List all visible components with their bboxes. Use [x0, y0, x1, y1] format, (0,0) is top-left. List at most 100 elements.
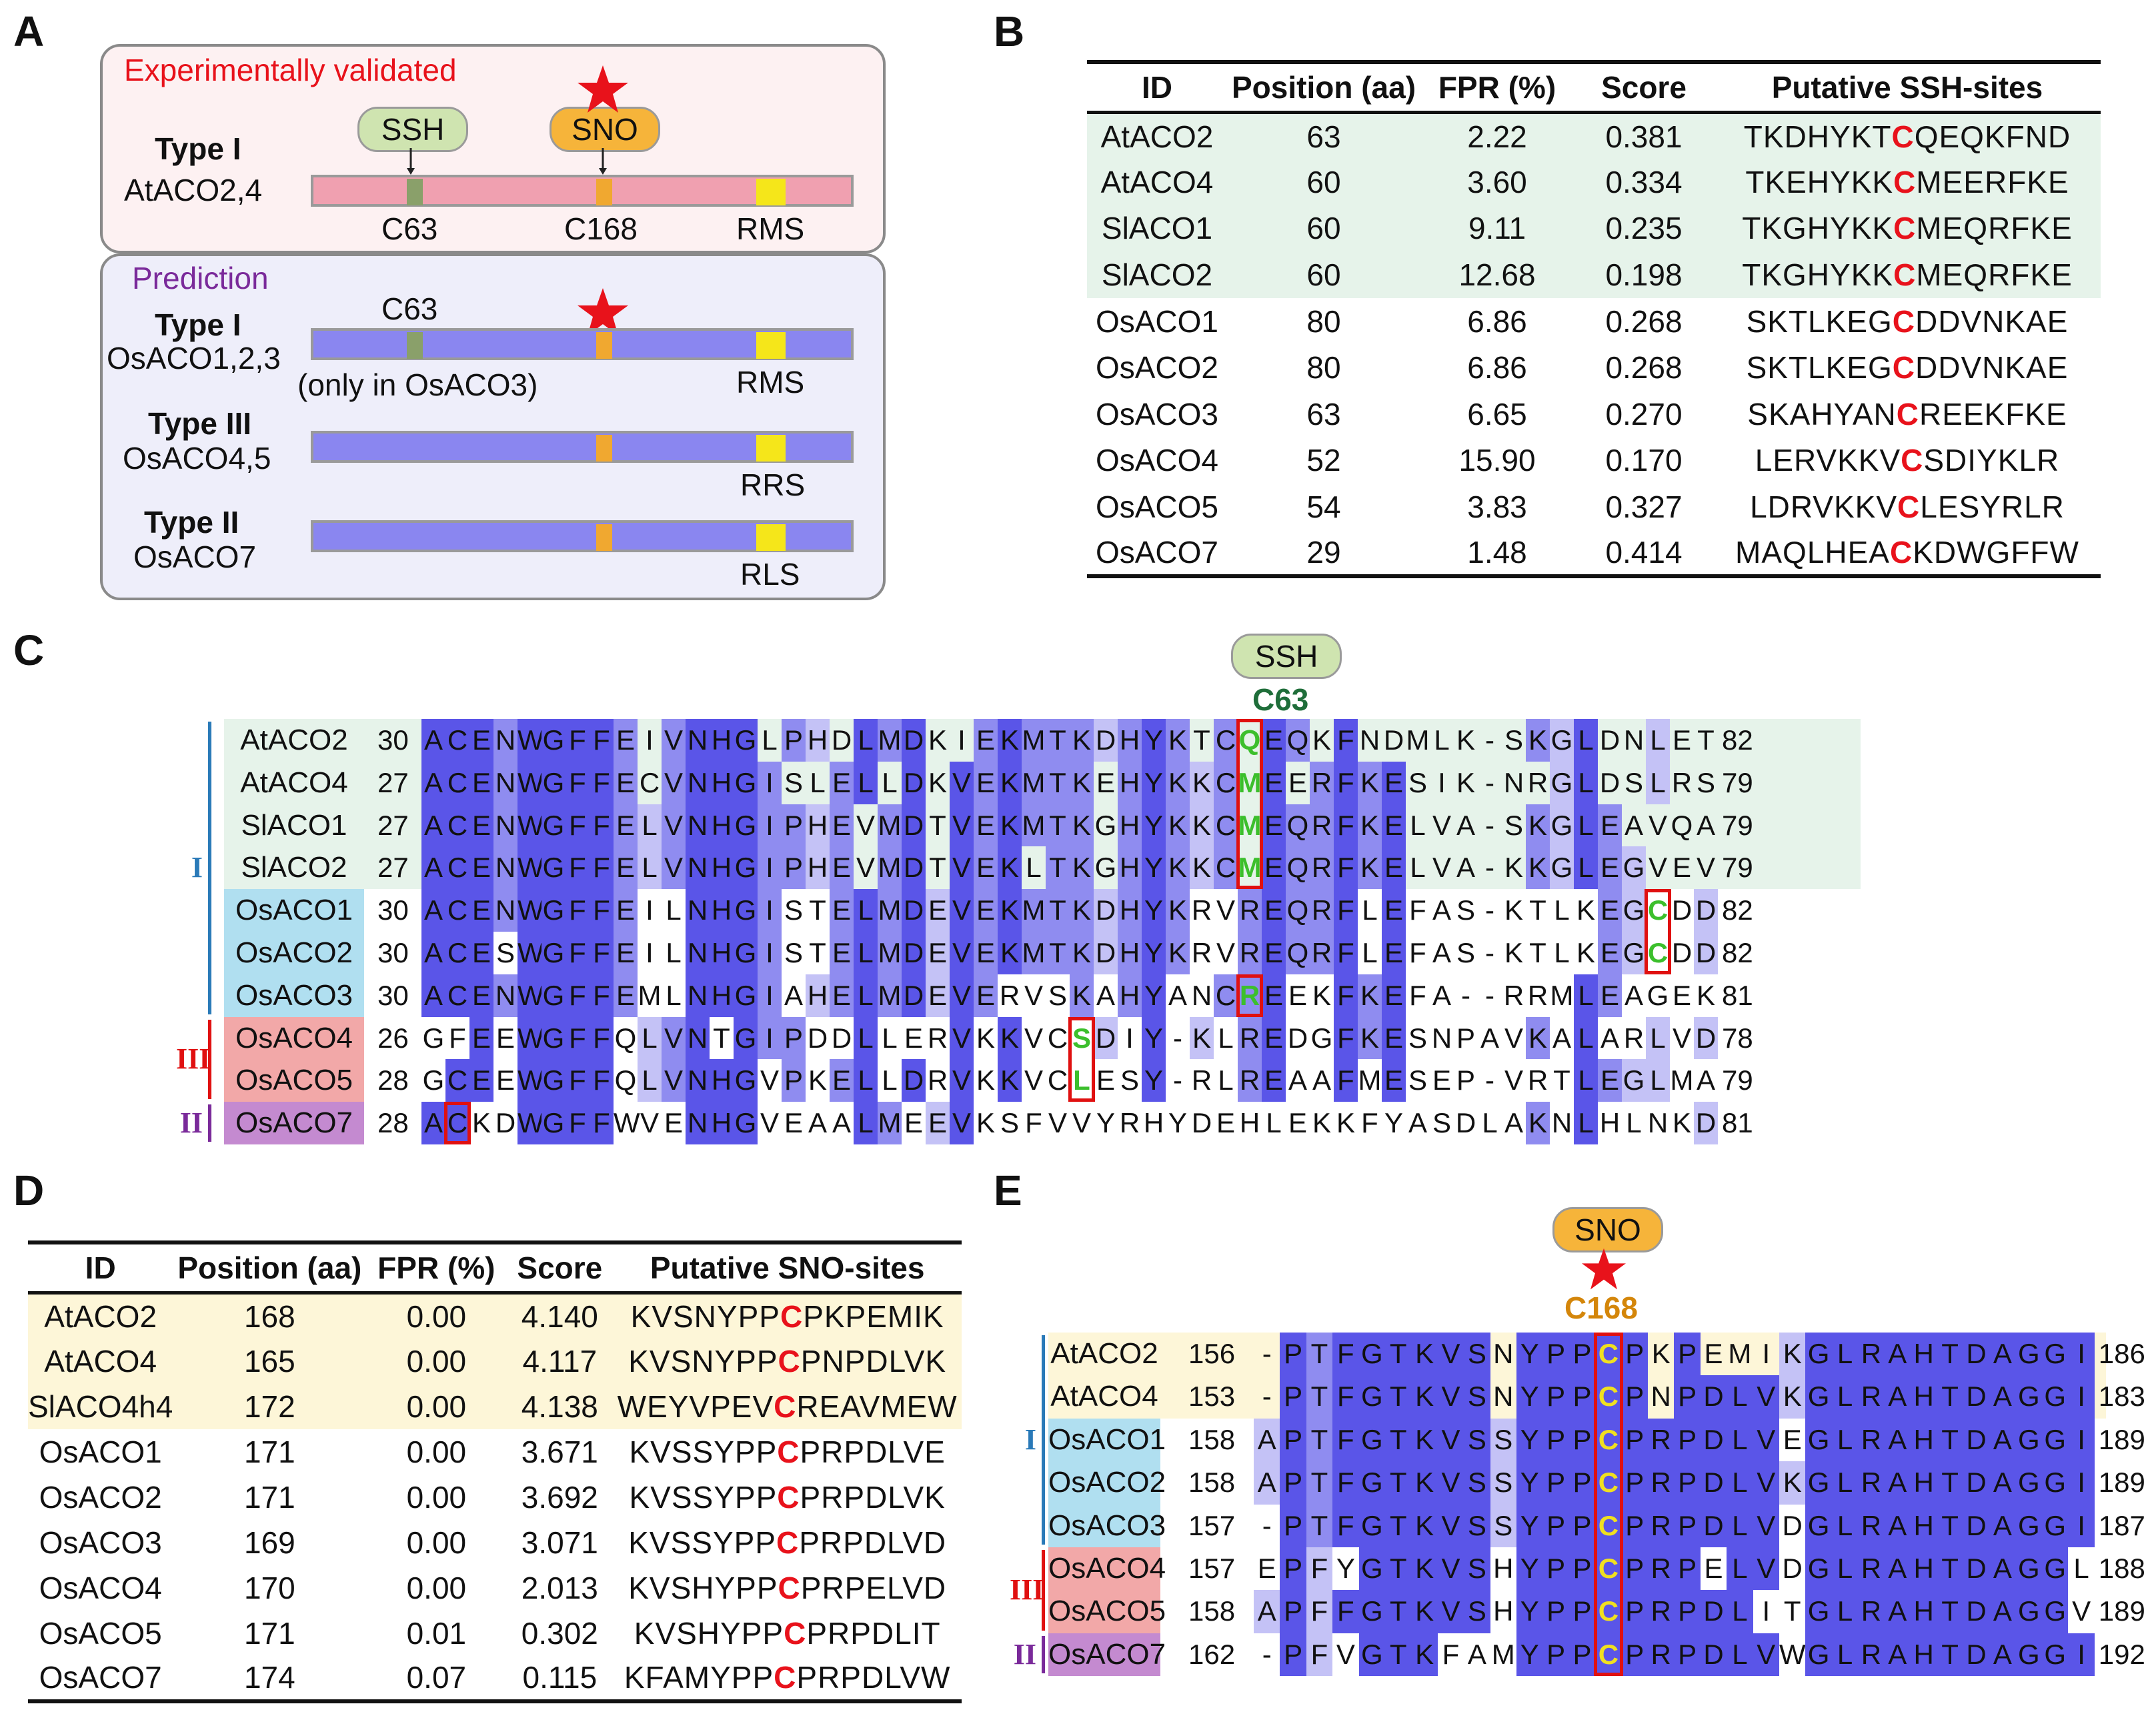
residue: C	[1595, 1418, 1622, 1462]
residue: V	[640, 1107, 659, 1139]
residue: A	[421, 804, 445, 847]
end-position: 82	[1722, 724, 1753, 756]
residue: N	[493, 974, 517, 1017]
residue: H	[1911, 1375, 1937, 1419]
residue: A	[1989, 1633, 2016, 1677]
residue: E	[974, 761, 998, 804]
residue: E	[469, 1059, 493, 1102]
residue: D	[902, 846, 926, 890]
residue: D	[1094, 889, 1118, 932]
table-row: OsACO7 174 0.07 0.115 KFAMYPPCPRPDLVW	[28, 1656, 962, 1701]
end-position: 189	[2098, 1423, 2145, 1455]
residue: G	[1622, 889, 1646, 932]
residue: M	[1022, 804, 1046, 847]
residue: G	[1622, 1059, 1646, 1102]
residue: A	[1504, 1107, 1523, 1139]
table-cell: 3.83	[1467, 490, 1527, 525]
residue: R	[1648, 1633, 1675, 1677]
residue: K	[998, 889, 1022, 932]
residue: F	[590, 804, 614, 847]
residue: A	[1989, 1547, 2016, 1591]
residue: I	[1126, 1022, 1134, 1054]
table-row: OsACO4 170 0.00 2.013 KVSHYPPCPRPELVD	[28, 1565, 962, 1611]
residue: H	[806, 719, 830, 762]
residue: L	[1831, 1590, 1859, 1633]
residue: G	[2042, 1590, 2069, 1633]
residue: E	[1262, 761, 1286, 804]
residue: K	[928, 766, 947, 798]
residue: L	[1574, 1102, 1598, 1144]
modified-cysteine: C	[1897, 490, 1921, 525]
sno-sites-table: ID Position (aa) FPR (%) Score Putative …	[28, 1240, 962, 1703]
table-cell: AtACO2	[44, 1299, 157, 1334]
table-row: AtACO4 60 3.60 0.334 TKEHYKKCMEERFKE	[1087, 159, 2101, 205]
residue: C	[1214, 761, 1238, 804]
residue: D	[1599, 766, 1621, 798]
residue: L	[1646, 761, 1670, 804]
residue: V	[1504, 1064, 1523, 1096]
modified-cysteine: C	[1890, 535, 1913, 570]
residue: T	[1046, 719, 1070, 762]
residue: H	[1911, 1418, 1937, 1462]
residue: G	[1358, 1590, 1385, 1633]
ssh-site-marker	[407, 332, 423, 359]
residue: Y	[1516, 1375, 1543, 1419]
residue: Q	[1238, 724, 1261, 756]
residue: E	[469, 719, 493, 762]
table-cell: 3.071	[521, 1525, 598, 1560]
residue: V	[1437, 1590, 1464, 1633]
residue: I	[2068, 1461, 2095, 1505]
table-row: SlACO1 60 9.11 0.235 TKGHYKKCMEQRFKE	[1087, 205, 2101, 252]
start-position: 28	[377, 1107, 409, 1139]
residue: N	[493, 889, 517, 932]
site-sequence-cell: SKAHYANCREEKFKE	[1714, 391, 2101, 438]
residue: K	[1504, 937, 1523, 968]
residue: S	[1000, 1107, 1019, 1139]
star-icon	[1580, 1247, 1627, 1295]
residue: E	[495, 1022, 515, 1054]
residue: C	[445, 761, 469, 804]
end-position: 81	[1722, 1107, 1753, 1139]
residue: N	[1503, 766, 1524, 798]
residue: H	[1911, 1504, 1937, 1547]
residue: V	[1024, 1022, 1043, 1054]
residue: L	[1831, 1418, 1859, 1462]
residue: D	[1700, 1418, 1727, 1462]
residue: G	[2015, 1375, 2042, 1419]
sequence-name: OsACO2	[224, 932, 364, 974]
table-cell: 60	[1306, 164, 1341, 199]
table-row: OsACO5 54 3.83 0.327 LDRVKKVCLESYRLR	[1087, 484, 2101, 530]
sequence-name: OsACO2	[1048, 1461, 1166, 1505]
residue: Y	[1516, 1590, 1543, 1633]
residue: L	[638, 1059, 662, 1102]
residue: L	[882, 1064, 898, 1096]
bar-label: RMS	[736, 365, 805, 399]
residue: D	[1383, 724, 1404, 756]
residue: T	[1937, 1504, 1963, 1547]
table-cell: 0.270	[1605, 396, 1683, 432]
residue: C	[445, 889, 469, 932]
table-cell: 0.00	[406, 1525, 467, 1560]
residue: L	[1626, 1107, 1642, 1139]
table-cell: 15.90	[1458, 443, 1536, 478]
residue: -	[1485, 937, 1494, 968]
residue: F	[1409, 937, 1426, 968]
residue: L	[1554, 894, 1570, 926]
residue: K	[1166, 761, 1190, 804]
residue: A	[1552, 1022, 1571, 1054]
residue: A	[1696, 809, 1715, 841]
table-cell: OsACO7	[1095, 535, 1219, 570]
residue: S	[784, 766, 803, 798]
residue: P	[1280, 1547, 1306, 1591]
site-sequence-cell: TKGHYKKCMEQRFKE	[1714, 205, 2101, 252]
type-label: Type II	[144, 505, 239, 540]
residue: E	[1783, 1423, 1802, 1455]
residue: T	[1937, 1375, 1963, 1419]
residue: C	[1595, 1333, 1622, 1376]
residue: I	[758, 846, 782, 890]
residue: E	[926, 932, 950, 974]
residue: T	[1306, 1461, 1333, 1505]
residue: D	[902, 761, 926, 804]
residue: D	[831, 1022, 852, 1054]
residue: L	[1574, 761, 1598, 804]
